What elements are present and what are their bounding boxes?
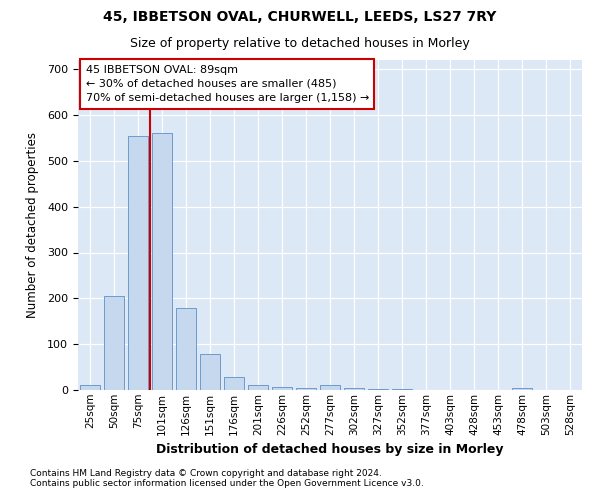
Bar bbox=[512, 388, 532, 390]
Text: Contains HM Land Registry data © Crown copyright and database right 2024.: Contains HM Land Registry data © Crown c… bbox=[30, 468, 382, 477]
Bar bbox=[176, 308, 196, 390]
Bar bbox=[248, 386, 268, 390]
Bar bbox=[104, 296, 124, 390]
Bar bbox=[392, 389, 412, 390]
Y-axis label: Number of detached properties: Number of detached properties bbox=[26, 132, 39, 318]
X-axis label: Distribution of detached houses by size in Morley: Distribution of detached houses by size … bbox=[156, 443, 504, 456]
Bar bbox=[320, 386, 340, 390]
Text: 45, IBBETSON OVAL, CHURWELL, LEEDS, LS27 7RY: 45, IBBETSON OVAL, CHURWELL, LEEDS, LS27… bbox=[103, 10, 497, 24]
Bar bbox=[344, 388, 364, 390]
Bar bbox=[296, 388, 316, 390]
Text: Size of property relative to detached houses in Morley: Size of property relative to detached ho… bbox=[130, 38, 470, 51]
Bar bbox=[128, 136, 148, 390]
Bar bbox=[80, 386, 100, 390]
Bar bbox=[200, 354, 220, 390]
Text: Contains public sector information licensed under the Open Government Licence v3: Contains public sector information licen… bbox=[30, 478, 424, 488]
Bar bbox=[272, 387, 292, 390]
Text: 45 IBBETSON OVAL: 89sqm
← 30% of detached houses are smaller (485)
70% of semi-d: 45 IBBETSON OVAL: 89sqm ← 30% of detache… bbox=[86, 65, 369, 103]
Bar bbox=[224, 377, 244, 390]
Bar bbox=[368, 388, 388, 390]
Bar bbox=[152, 134, 172, 390]
